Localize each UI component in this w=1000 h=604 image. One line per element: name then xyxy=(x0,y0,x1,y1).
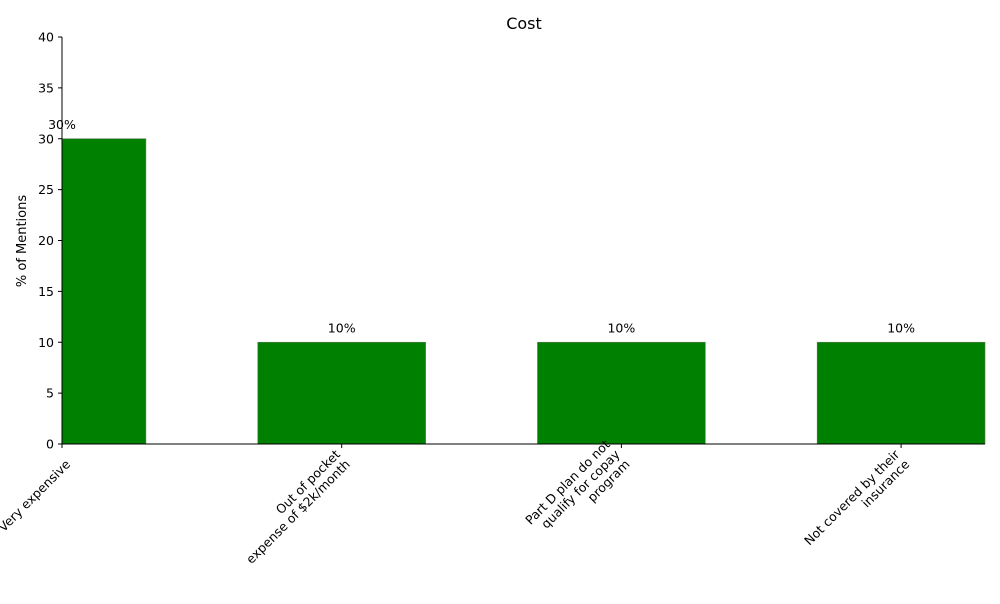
y-tick-label: 0 xyxy=(46,437,54,452)
y-tick-label: 40 xyxy=(38,30,54,45)
chart-title: Cost xyxy=(506,14,542,33)
y-axis-label: % of Mentions xyxy=(15,195,30,288)
bar xyxy=(537,341,706,445)
bar xyxy=(816,341,986,445)
y-tick-label: 5 xyxy=(46,386,54,401)
y-tick-label: 35 xyxy=(38,80,54,95)
y-tick-label: 25 xyxy=(38,182,54,197)
x-tick-label: Part D plan do notqualify for copayprogr… xyxy=(522,436,633,547)
y-tick-label: 15 xyxy=(38,284,54,299)
bar xyxy=(61,138,147,445)
bars-layer: 30%10% 10% 10% xyxy=(48,117,986,445)
x-axis: Very expensive Out of pocketexpense of $2… xyxy=(0,436,985,567)
x-tick-label-line: Not covered by their xyxy=(801,446,903,548)
y-tick-label: 30 xyxy=(38,131,54,146)
y-axis: 0 5 10 15 20 25 30 35 40 xyxy=(38,30,63,452)
data-label: 10% xyxy=(607,320,635,335)
x-tick-label: Not covered by theirinsurance xyxy=(801,446,913,558)
bar xyxy=(257,341,426,445)
x-tick-label: Out of pocketexpense of $2k/month xyxy=(233,447,353,567)
data-label: 10% xyxy=(328,320,356,335)
y-tick-label: 20 xyxy=(38,233,54,248)
data-label: 10% xyxy=(887,320,915,335)
x-tick-label-line: Very expensive xyxy=(0,456,73,534)
x-tick-label: Very expensive xyxy=(0,456,73,534)
y-tick-label: 10 xyxy=(38,335,54,350)
x-tick-label-line: expense of $2k/month xyxy=(243,457,353,567)
